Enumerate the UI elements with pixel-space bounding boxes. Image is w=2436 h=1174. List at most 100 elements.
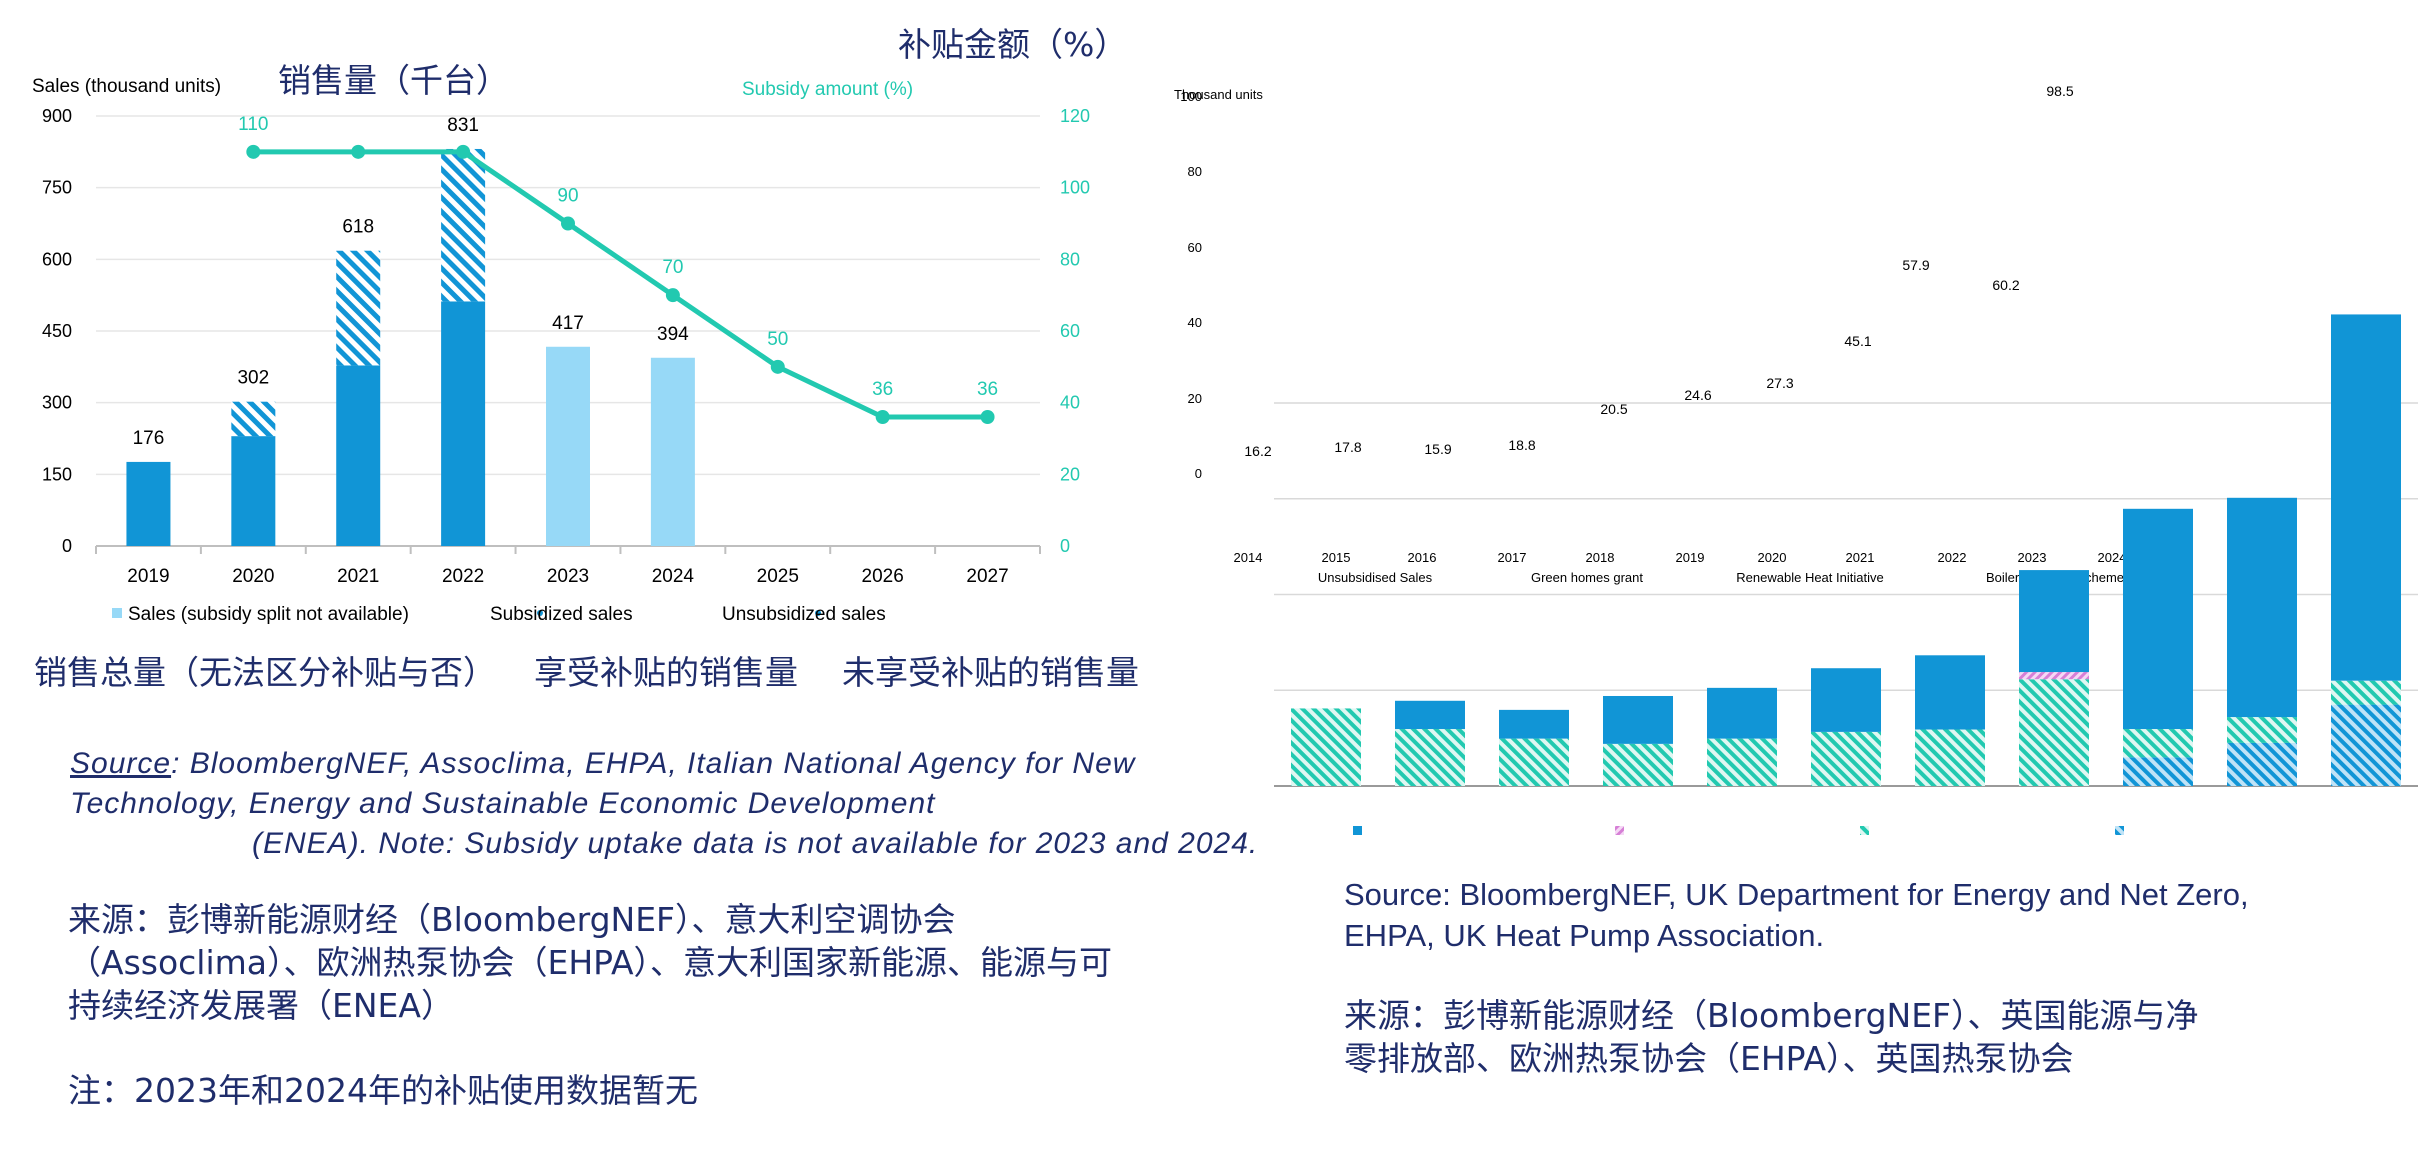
left-bar-unsubsidized — [336, 250, 381, 366]
right-total-label: 20.5 — [1600, 401, 1627, 417]
right-x-tick: 2022 — [1938, 550, 1967, 565]
left-subsidy-point — [561, 216, 575, 231]
right-bar-unsubsidised — [2019, 570, 2089, 673]
left-bar-subsidized — [126, 461, 171, 546]
left-y2-tick: 0 — [1060, 536, 1070, 556]
left-subsidy-label: 50 — [767, 329, 788, 350]
left-y2-axis-title: Subsidy amount (%) — [742, 79, 913, 100]
right-legend-labels: Unsubsidised Sales Green homes grant Renew… — [1318, 570, 2124, 585]
left-y2-tick: 40 — [1060, 393, 1080, 413]
right-bar-unsubsidised — [1811, 668, 1881, 732]
right-bar-unsubsidised — [1603, 695, 1673, 744]
source-label: Source — [70, 747, 172, 780]
left-x-ticks: 2019 2020 2021 2022 2023 2024 2025 2026 2027 — [127, 566, 1008, 587]
legend-swatch-na — [112, 608, 122, 618]
right-bar-unsubsidised — [2227, 497, 2297, 718]
right-total-label: 27.3 — [1766, 375, 1793, 391]
right-y-tick: 40 — [1188, 315, 1202, 330]
left-source-line-3: (ENEA). Note: Subsidy uptake data is not… — [252, 827, 1259, 860]
left-source-line-2: Technology, Energy and Sustainable Econo… — [70, 787, 936, 820]
left-subsidy-label: 90 — [557, 186, 578, 207]
right-x-tick: 2018 — [1586, 550, 1615, 565]
legend-cn-unsubsidized: 未享受补贴的销售量 — [842, 653, 1139, 692]
right-bar-rhi — [1395, 729, 1465, 786]
right-bar-rhi — [2331, 680, 2401, 705]
left-subsidy-label: 36 — [872, 379, 893, 400]
right-bar-rhi — [1811, 731, 1881, 786]
right-x-tick: 2017 — [1498, 550, 1527, 565]
legend-cn-subsidized: 享受补贴的销售量 — [534, 653, 798, 692]
left-bar-unsubsidized — [441, 148, 486, 302]
left-x-tick: 2026 — [862, 566, 904, 587]
right-x-tick: 2023 — [2018, 550, 2047, 565]
left-source-en: Source: BloombergNEF, Assoclima, EHPA, I… — [70, 744, 1258, 864]
right-bar-green-homes — [2019, 672, 2089, 680]
legend-label-subsidized: Subsidized sales — [490, 604, 633, 625]
left-y-tick: 750 — [42, 178, 72, 198]
left-bar-total-label: 618 — [342, 217, 374, 238]
left-bar-unsubsidized — [231, 401, 276, 437]
right-bar-unsubsidised — [2123, 508, 2193, 730]
right-x-tick: 2016 — [1408, 550, 1437, 565]
right-bar-unsubsidised — [1395, 700, 1465, 730]
left-x-tick: 2021 — [337, 566, 379, 587]
left-subsidy-point — [665, 288, 680, 303]
left-y-tick: 600 — [42, 249, 72, 269]
left-x-tick: 2025 — [757, 566, 799, 587]
left-y-tick: 300 — [42, 393, 72, 413]
legend-cn-total: 销售总量（无法区分补贴与否） — [34, 653, 496, 692]
right-x-tick: 2014 — [1234, 550, 1263, 565]
left-x-tick: 2020 — [232, 566, 274, 587]
right-x-tick: 2021 — [1846, 550, 1875, 565]
right-legend-swatches — [1353, 826, 2124, 835]
right-legend-label: Unsubsidised Sales — [1318, 570, 1433, 585]
right-bar-rhi — [2227, 717, 2297, 743]
uk-sales-chart: Thousand units 0 20 40 60 80 100 16.2 17.8 15.9… — [1174, 83, 2418, 835]
left-subsidy-point — [351, 144, 366, 159]
right-source-en: Source: BloombergNEF, UK Department for … — [1344, 877, 2249, 953]
right-y-axis-title: Thousand units — [1174, 87, 1263, 102]
left-bar-split-na — [650, 357, 695, 546]
left-source-cn: 来源：彭博新能源财经（BloombergNEF）、意大利空调协会 （Assocl… — [68, 900, 1113, 1025]
right-total-label: 45.1 — [1844, 333, 1871, 349]
left-x-tick: 2023 — [547, 566, 589, 587]
right-bar-rhi — [1707, 738, 1777, 786]
right-total-label: 18.8 — [1508, 437, 1535, 453]
left-y-ticks: 0 150 300 450 600 750 900 — [42, 106, 72, 556]
left-x-tick: 2019 — [127, 566, 169, 587]
right-x-tick: 2020 — [1758, 550, 1787, 565]
left-subsidy-label: 36 — [977, 379, 998, 400]
right-total-label: 98.5 — [2046, 83, 2073, 99]
right-x-tick: 2019 — [1676, 550, 1705, 565]
left-bar-total-label: 176 — [133, 428, 165, 449]
left-cn-sales-title: 销售量（千台） — [278, 61, 509, 100]
left-y2-tick: 20 — [1060, 464, 1080, 484]
left-bar-totals: 176 302 618 831 417 394 — [133, 115, 690, 449]
left-bar-total-label: 394 — [657, 324, 689, 345]
right-legend-label: Renewable Heat Initiative — [1736, 570, 1883, 585]
left-y-tick: 150 — [42, 464, 72, 484]
right-total-label: 57.9 — [1902, 257, 1929, 273]
left-subsidy-point — [246, 144, 261, 159]
left-y-tick: 0 — [62, 536, 72, 556]
right-bar-rhi — [1499, 738, 1569, 786]
right-bar-rhi — [1291, 708, 1361, 786]
right-y-tick: 80 — [1188, 164, 1202, 179]
right-bar-boiler-upgrade — [2123, 757, 2193, 786]
left-y-axis-title: Sales (thousand units) — [32, 76, 221, 97]
left-bar-subsidized — [441, 301, 486, 546]
right-bar-rhi — [2123, 729, 2193, 758]
right-x-tick: 2024 — [2098, 550, 2127, 565]
right-bar-unsubsidised — [1499, 709, 1569, 739]
left-y2-ticks: 0 20 40 60 80 100 120 — [1060, 106, 1090, 556]
right-total-label: 16.2 — [1244, 443, 1271, 459]
right-bar-rhi — [1603, 743, 1673, 786]
right-source-cn: 来源：彭博新能源财经（BloombergNEF）、英国能源与净 零排放部、欧洲热… — [1344, 996, 2199, 1078]
right-y-tick: 100 — [1180, 89, 1202, 104]
left-subsidy-point — [980, 410, 995, 424]
right-x-ticks: 2014 2015 2016 2017 2018 2019 2020 2021 2022 2023… — [1234, 550, 2127, 565]
right-total-label: 24.6 — [1684, 387, 1711, 403]
right-legend-label: Green homes grant — [1531, 570, 1643, 585]
right-bar-unsubsidised — [1915, 655, 1985, 730]
legend-label-na: Sales (subsidy split not available) — [128, 604, 409, 625]
